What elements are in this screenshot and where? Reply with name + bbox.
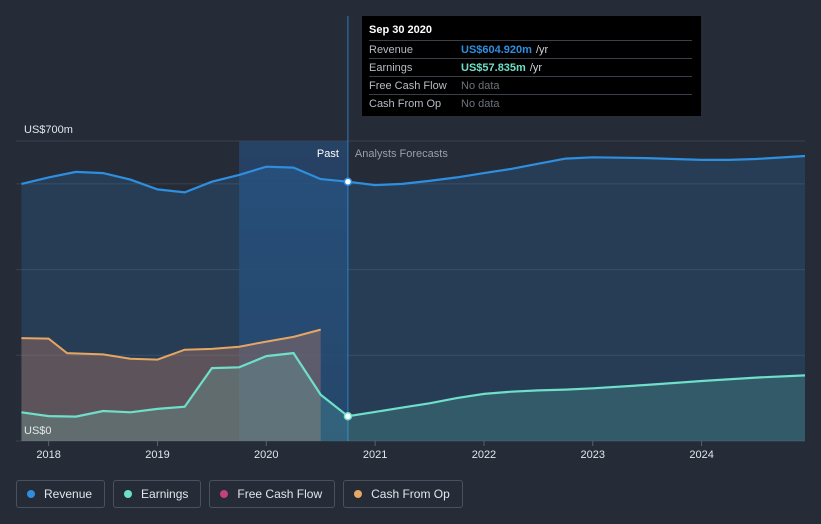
legend-label: Earnings: [141, 487, 189, 501]
earnings-area: [21, 353, 805, 441]
x-tick-label: 2022: [472, 449, 496, 461]
chart-legend: Revenue Earnings Free Cash Flow Cash Fro…: [16, 480, 463, 508]
tooltip-date: Sep 30 2020: [369, 24, 432, 36]
past-label: Past: [317, 148, 339, 160]
tooltip-value: US$57.835m: [461, 61, 526, 74]
revenue-area: [21, 156, 805, 441]
data-tooltip: Sep 30 2020 Revenue US$604.920m /yr Earn…: [362, 16, 701, 116]
tooltip-row-earnings: Earnings US$57.835m /yr: [369, 58, 692, 76]
legend-item-free-cash-flow[interactable]: Free Cash Flow: [209, 480, 336, 508]
tooltip-row-cash-from-op: Cash From Op No data: [369, 94, 692, 112]
tooltip-label: Earnings: [369, 61, 413, 74]
legend-label: Free Cash Flow: [237, 487, 323, 501]
tooltip-unit: /yr: [535, 43, 549, 56]
x-tick-label: 2023: [581, 449, 605, 461]
revenue-marker: [343, 177, 353, 186]
x-tick-label: 2020: [254, 449, 278, 461]
x-tick-label: 2024: [689, 449, 713, 461]
tooltip-row-free-cash-flow: Free Cash Flow No data: [369, 76, 692, 94]
x-tick-label: 2019: [145, 449, 169, 461]
legend-item-revenue[interactable]: Revenue: [16, 480, 106, 508]
legend-item-cash-from-op[interactable]: Cash From Op: [343, 480, 463, 508]
legend-dot-icon: [124, 490, 133, 498]
forecast-label: Analysts Forecasts: [355, 148, 448, 160]
y-axis-top-label: US$700m: [24, 124, 73, 136]
x-tick-label: 2021: [363, 449, 387, 461]
tooltip-label: Cash From Op: [369, 97, 442, 110]
x-tick-label: 2018: [36, 449, 60, 461]
tooltip-value: No data: [461, 97, 500, 110]
legend-dot-icon: [354, 490, 363, 498]
legend-label: Cash From Op: [371, 487, 450, 501]
financial-chart: US$700m US$0 Past Analysts Forecasts 2018 201…: [16, 16, 806, 461]
tooltip-value: No data: [461, 79, 500, 92]
legend-label: Revenue: [44, 487, 93, 501]
cash-from-op-line: [21, 328, 321, 361]
legend-dot-icon: [27, 490, 35, 498]
y-axis-bottom-label: US$0: [24, 425, 52, 437]
tooltip-label: Free Cash Flow: [369, 79, 447, 92]
legend-item-earnings[interactable]: Earnings: [113, 480, 202, 508]
tooltip-label: Revenue: [369, 43, 414, 56]
tooltip-value: US$604.920m: [461, 43, 532, 56]
earnings-marker: [343, 411, 353, 421]
past-highlight-overlay: [239, 141, 348, 441]
tooltip-row-revenue: Revenue US$604.920m /yr: [369, 40, 692, 58]
legend-dot-icon: [220, 490, 229, 498]
earnings-line: [21, 351, 806, 418]
revenue-line: [21, 154, 806, 194]
tooltip-unit: /yr: [529, 61, 543, 74]
